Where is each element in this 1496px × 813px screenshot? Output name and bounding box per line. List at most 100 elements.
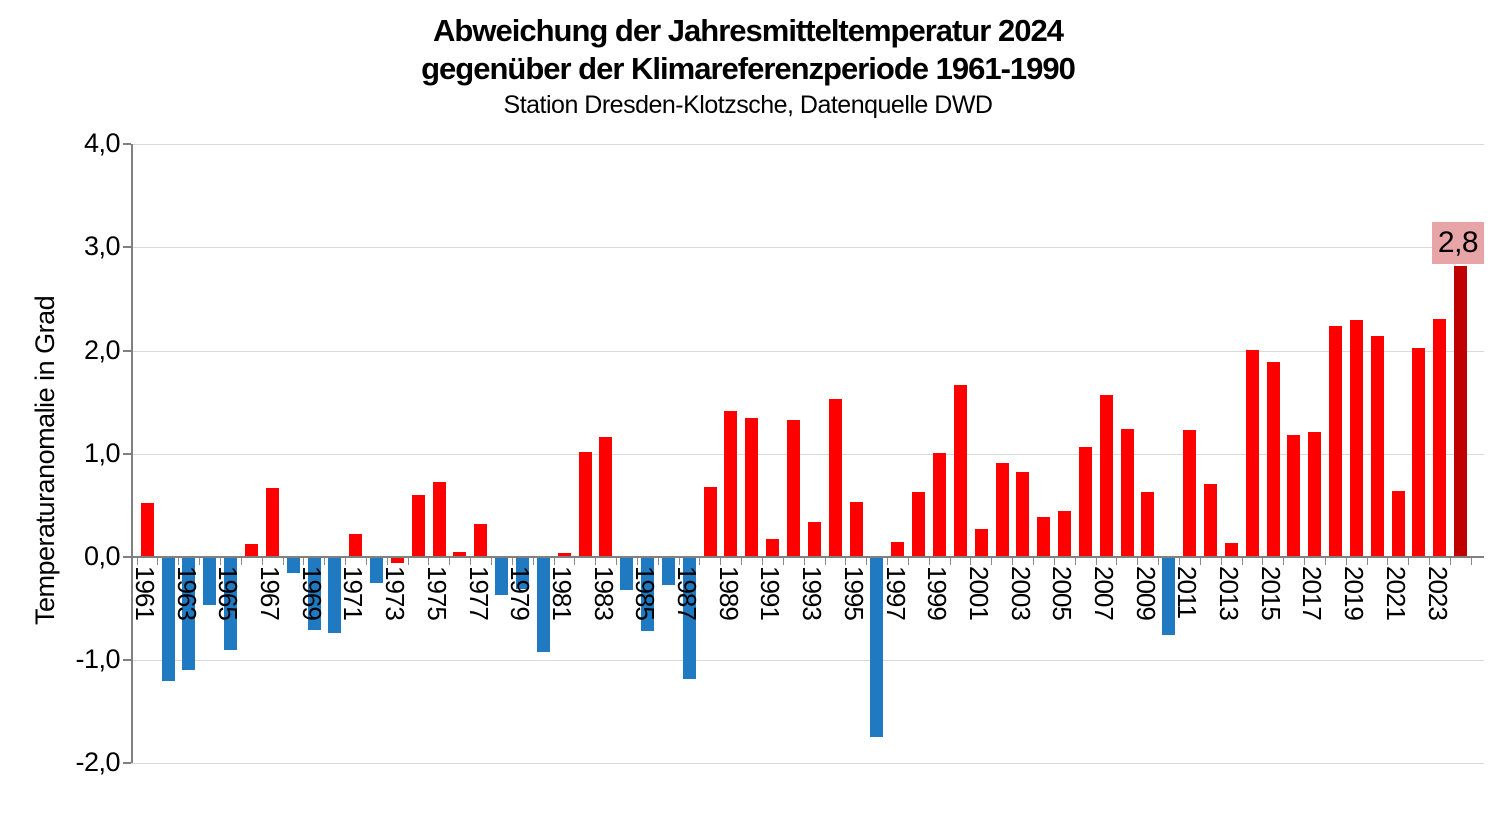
y-tick-label-0,0: 0,0	[83, 541, 121, 571]
chart-title-block: Abweichung der Jahresmitteltemperatur 20…	[0, 12, 1496, 120]
x-tick-mark	[658, 558, 659, 565]
bar-1988	[704, 487, 717, 557]
bar-2017	[1308, 432, 1321, 557]
bar-1987	[683, 558, 696, 679]
bar-2014	[1246, 350, 1259, 557]
bar-1972	[370, 558, 383, 583]
x-label-1997: 1997	[881, 566, 911, 620]
bar-1989	[724, 411, 737, 557]
bar-1992	[787, 420, 800, 557]
bar-1975	[433, 482, 446, 557]
bar-2013	[1225, 543, 1238, 557]
bar-1977	[474, 524, 487, 557]
bar-1981	[558, 553, 571, 557]
x-label-2021: 2021	[1381, 566, 1411, 620]
bar-1962	[162, 558, 175, 681]
x-tick-mark	[1158, 558, 1159, 565]
x-tick-mark	[762, 558, 763, 565]
chart-title-line-2: gegenüber der Klimareferenzperiode 1961-…	[421, 51, 1076, 86]
x-tick-mark	[616, 558, 617, 565]
bar-1998	[912, 492, 925, 557]
x-tick-mark	[137, 558, 138, 565]
x-label-2011: 2011	[1172, 566, 1202, 618]
bar-1973	[391, 558, 404, 563]
bar-1961	[141, 503, 154, 557]
x-tick-mark	[1429, 558, 1430, 565]
gridline--1,0	[131, 660, 1484, 661]
x-tick-mark	[1012, 558, 1013, 565]
x-tick-mark	[970, 558, 971, 565]
x-label-2017: 2017	[1297, 566, 1327, 620]
bar-1974	[412, 495, 425, 557]
bar-2019	[1350, 320, 1363, 557]
x-tick-mark	[491, 558, 492, 565]
bar-1995	[850, 502, 863, 557]
x-label-1963: 1963	[172, 566, 202, 620]
bar-1985	[641, 558, 654, 631]
bar-1966	[245, 544, 258, 557]
bar-1971	[349, 534, 362, 557]
x-tick-mark	[1221, 558, 1222, 565]
bar-1965	[224, 558, 237, 650]
x-tick-mark	[1304, 558, 1305, 565]
chart-subtitle: Station Dresden-Klotzsche, Datenquelle D…	[503, 91, 993, 119]
bar-1997	[891, 542, 904, 557]
bar-2007	[1100, 395, 1113, 557]
bar-1993	[808, 522, 821, 557]
y-tick-label-3,0: 3,0	[83, 231, 121, 261]
x-label-1961: 1961	[130, 566, 160, 620]
x-tick-mark	[845, 558, 846, 565]
y-tick-mark	[123, 762, 131, 764]
x-label-1991: 1991	[755, 566, 785, 620]
x-label-1995: 1995	[839, 566, 869, 620]
x-label-2013: 2013	[1214, 566, 1244, 620]
bar-2021	[1392, 491, 1405, 557]
bar-2022	[1412, 348, 1425, 557]
bar-2002	[996, 463, 1009, 557]
x-tick-mark	[929, 558, 930, 565]
x-tick-mark	[387, 558, 388, 565]
bar-1999	[933, 453, 946, 557]
bar-1967	[266, 488, 279, 557]
x-tick-mark	[262, 558, 263, 565]
bar-1990	[745, 418, 758, 557]
y-tick-mark	[123, 246, 131, 248]
y-tick-label-2,0: 2,0	[83, 335, 121, 365]
x-tick-mark	[324, 558, 325, 565]
bar-1991	[766, 539, 779, 557]
bar-2012	[1204, 484, 1217, 557]
chart-title-line-1: Abweichung der Jahresmitteltemperatur 20…	[433, 13, 1064, 48]
bar-1980	[537, 558, 550, 652]
x-label-2015: 2015	[1256, 566, 1286, 620]
x-tick-mark	[1054, 558, 1055, 565]
bar-2023	[1433, 319, 1446, 557]
bar-2009	[1141, 492, 1154, 557]
x-label-1973: 1973	[380, 566, 410, 620]
gridline--2,0	[131, 763, 1484, 764]
gridline-2,0	[131, 351, 1484, 352]
x-label-1981: 1981	[547, 566, 577, 620]
bar-2010	[1162, 558, 1175, 635]
x-tick-mark	[1346, 558, 1347, 565]
y-tick-label--2,0: -2,0	[75, 747, 120, 777]
bar-2000	[954, 385, 967, 557]
y-tick-label-1,0: 1,0	[83, 438, 121, 468]
x-tick-mark	[595, 558, 596, 565]
x-tick-mark	[804, 558, 805, 565]
x-tick-mark	[866, 558, 867, 565]
x-label-1987: 1987	[672, 566, 702, 620]
x-label-1999: 1999	[922, 566, 952, 620]
x-tick-mark	[637, 558, 638, 565]
bar-2015	[1267, 362, 1280, 557]
y-tick-mark	[123, 556, 131, 558]
x-label-1969: 1969	[297, 566, 327, 620]
data-label-2024: 2,8	[1432, 222, 1484, 264]
x-tick-mark	[157, 558, 158, 565]
bar-1983	[599, 437, 612, 557]
x-label-1985: 1985	[630, 566, 660, 620]
x-tick-mark	[241, 558, 242, 565]
bar-2018	[1329, 326, 1342, 557]
x-label-1977: 1977	[464, 566, 494, 620]
x-label-2001: 2001	[964, 566, 994, 620]
